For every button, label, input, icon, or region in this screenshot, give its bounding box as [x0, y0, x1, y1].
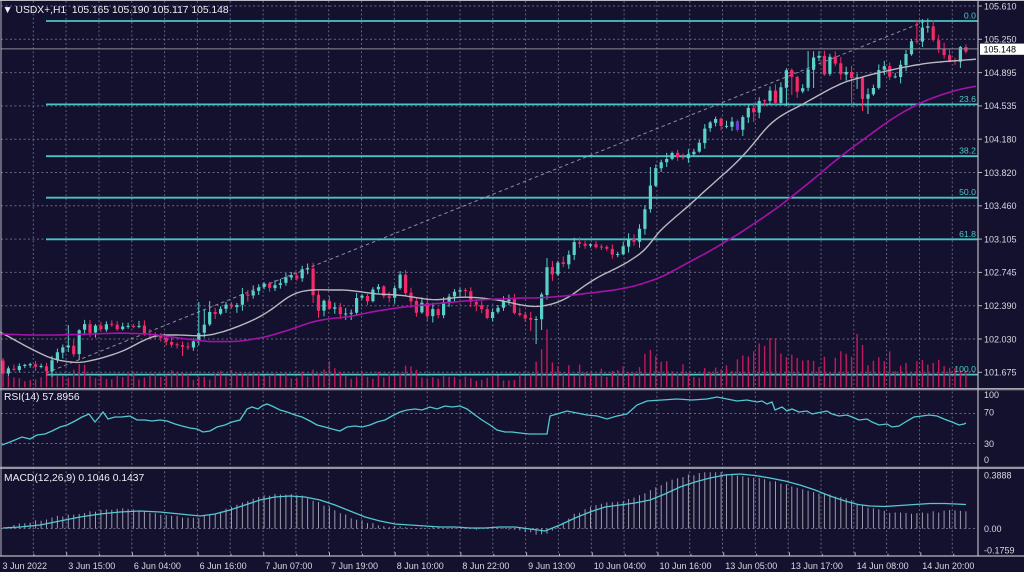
svg-text:14 Jun 08:00: 14 Jun 08:00: [857, 561, 909, 571]
svg-text:10 Jun 16:00: 10 Jun 16:00: [660, 561, 712, 571]
svg-text:0.0: 0.0: [964, 11, 976, 21]
svg-text:13 Jun 05:00: 13 Jun 05:00: [725, 561, 777, 571]
svg-text:103.460: 103.460: [984, 201, 1017, 211]
svg-text:6 Jun 16:00: 6 Jun 16:00: [200, 561, 247, 571]
svg-text:13 Jun 17:00: 13 Jun 17:00: [791, 561, 843, 571]
svg-text:38.2: 38.2: [959, 146, 976, 156]
svg-text:103.105: 103.105: [984, 234, 1017, 244]
svg-text:104.895: 104.895: [984, 68, 1017, 78]
svg-text:104.180: 104.180: [984, 135, 1017, 145]
svg-text:0: 0: [984, 455, 989, 465]
svg-text:9 Jun 13:00: 9 Jun 13:00: [528, 561, 575, 571]
svg-text:50.0: 50.0: [959, 187, 976, 197]
svg-text:MACD(12,26,9) 0.1046 0.1437: MACD(12,26,9) 0.1046 0.1437: [4, 473, 145, 484]
svg-text:70: 70: [984, 408, 994, 418]
svg-text:▼ USDX+,H1 105.165 105.190 10: ▼ USDX+,H1 105.165 105.190 105.117 105.1…: [3, 5, 229, 16]
svg-text:0.3888: 0.3888: [984, 470, 1012, 480]
svg-text:61.8: 61.8: [959, 229, 976, 239]
svg-text:8 Jun 10:00: 8 Jun 10:00: [397, 561, 444, 571]
svg-text:10 Jun 04:00: 10 Jun 04:00: [594, 561, 646, 571]
svg-text:3 Jun 2022: 3 Jun 2022: [3, 561, 48, 571]
svg-text:102.745: 102.745: [984, 268, 1017, 278]
svg-text:105.610: 105.610: [984, 1, 1017, 11]
svg-text:RSI(14) 57.8956: RSI(14) 57.8956: [4, 392, 80, 403]
svg-text:0.00: 0.00: [984, 524, 1002, 534]
svg-text:100.0: 100.0: [954, 364, 976, 374]
svg-text:102.390: 102.390: [984, 301, 1017, 311]
svg-text:102.030: 102.030: [984, 334, 1017, 344]
svg-text:30: 30: [984, 439, 994, 449]
svg-text:7 Jun 07:00: 7 Jun 07:00: [265, 561, 312, 571]
svg-text:101.675: 101.675: [984, 368, 1017, 378]
svg-text:104.535: 104.535: [984, 101, 1017, 111]
svg-text:14 Jun 20:00: 14 Jun 20:00: [922, 561, 974, 571]
svg-text:8 Jun 22:00: 8 Jun 22:00: [462, 561, 509, 571]
svg-text:3 Jun 15:00: 3 Jun 15:00: [68, 561, 115, 571]
svg-text:-0.1759: -0.1759: [984, 546, 1015, 556]
svg-text:103.820: 103.820: [984, 168, 1017, 178]
svg-text:6 Jun 04:00: 6 Jun 04:00: [134, 561, 181, 571]
svg-text:23.6: 23.6: [959, 94, 976, 104]
svg-text:105.250: 105.250: [984, 35, 1017, 45]
svg-text:7 Jun 19:00: 7 Jun 19:00: [331, 561, 378, 571]
svg-text:105.148: 105.148: [984, 44, 1017, 54]
svg-text:100: 100: [984, 390, 999, 400]
